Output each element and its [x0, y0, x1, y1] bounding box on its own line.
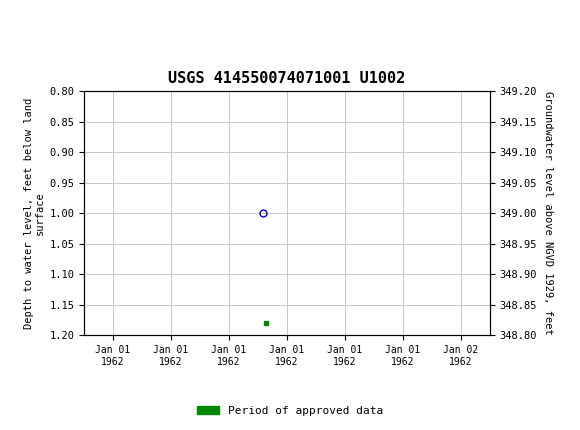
Y-axis label: Depth to water level, feet below land
surface: Depth to water level, feet below land su… [24, 98, 45, 329]
Legend: Period of approved data: Period of approved data [193, 401, 387, 420]
Title: USGS 414550074071001 U1002: USGS 414550074071001 U1002 [168, 71, 406, 86]
Y-axis label: Groundwater level above NGVD 1929, feet: Groundwater level above NGVD 1929, feet [543, 92, 553, 335]
Text: USGS: USGS [44, 11, 99, 29]
